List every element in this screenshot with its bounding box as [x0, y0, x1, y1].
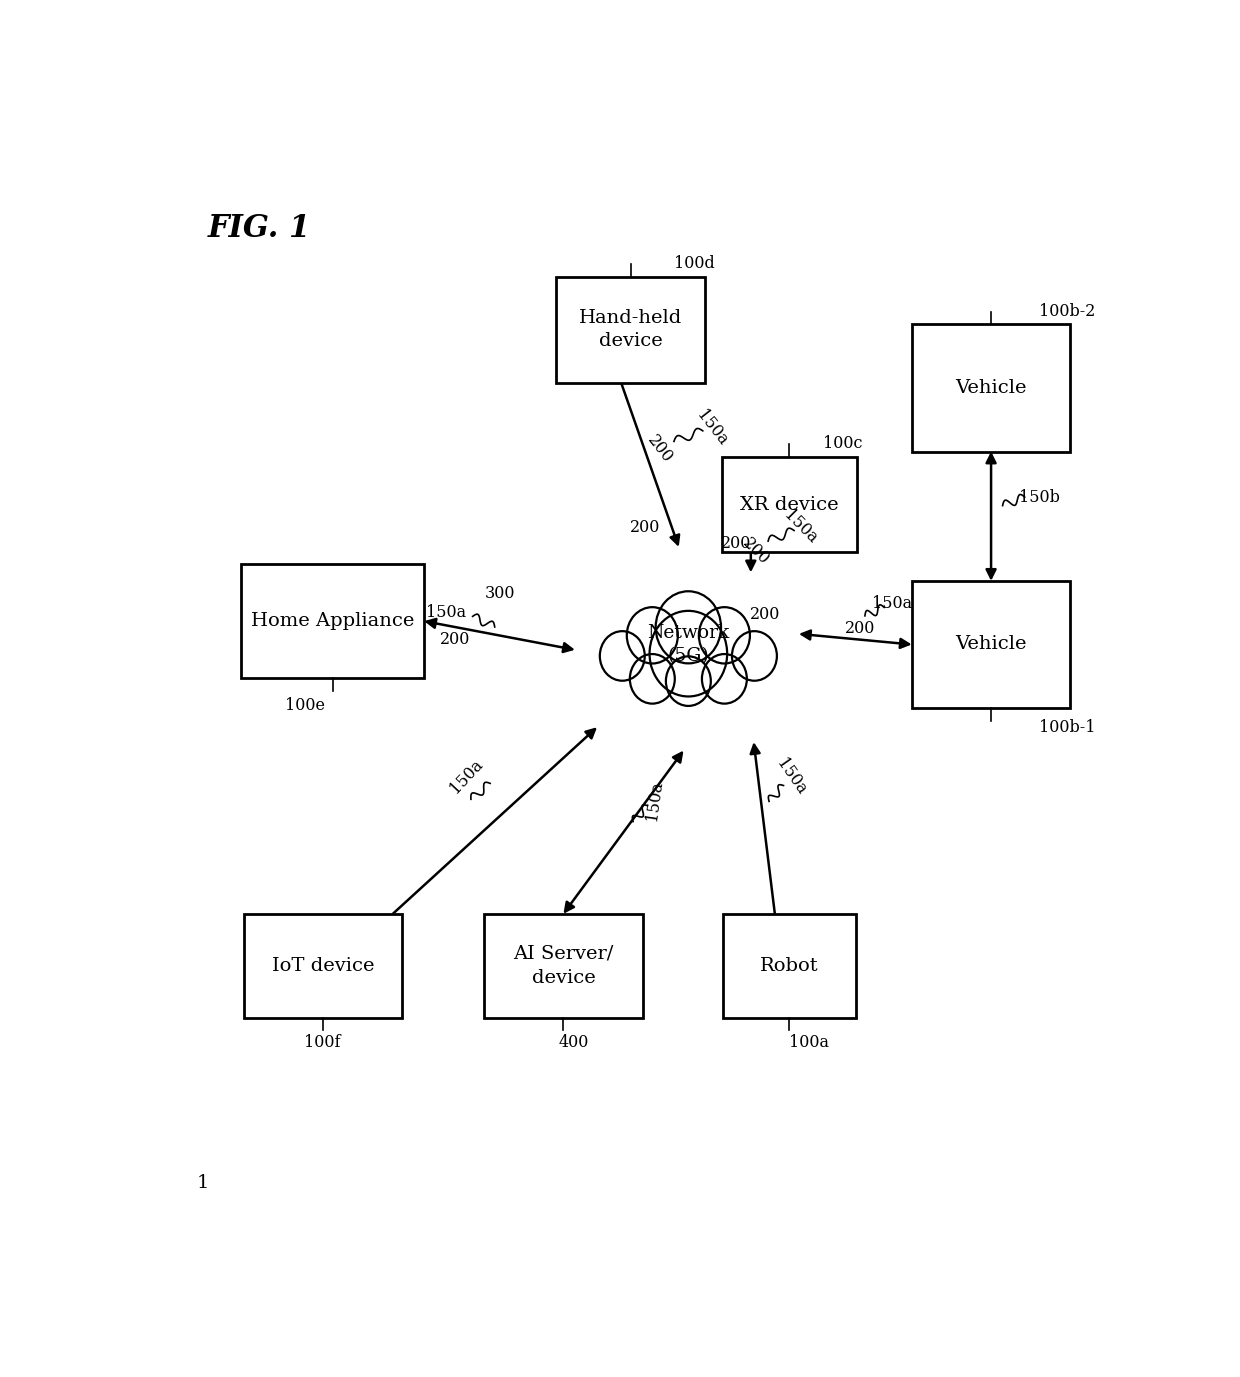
Circle shape: [666, 657, 711, 706]
FancyBboxPatch shape: [911, 325, 1070, 452]
Text: Robot: Robot: [760, 957, 818, 975]
Text: Home Appliance: Home Appliance: [250, 613, 414, 631]
Text: FIG. 1: FIG. 1: [208, 213, 311, 244]
Text: 100f: 100f: [304, 1034, 341, 1051]
Circle shape: [600, 631, 645, 680]
Text: 100c: 100c: [823, 435, 862, 452]
Text: 150a: 150a: [644, 779, 666, 822]
Text: 200: 200: [750, 606, 780, 624]
Text: 150a: 150a: [446, 756, 486, 796]
Text: 150a: 150a: [425, 603, 466, 621]
Text: 100b-2: 100b-2: [1039, 303, 1095, 319]
FancyBboxPatch shape: [722, 457, 857, 552]
Text: 1: 1: [197, 1175, 210, 1192]
Text: 400: 400: [558, 1034, 589, 1051]
Circle shape: [650, 611, 727, 697]
Circle shape: [630, 654, 675, 704]
FancyBboxPatch shape: [484, 914, 642, 1018]
Text: IoT device: IoT device: [272, 957, 374, 975]
Text: Vehicle: Vehicle: [955, 379, 1027, 397]
Text: 100a: 100a: [789, 1034, 830, 1051]
Text: XR device: XR device: [740, 496, 838, 514]
Circle shape: [656, 591, 720, 664]
Text: 200: 200: [844, 620, 875, 638]
Text: Hand-held
device: Hand-held device: [579, 308, 682, 350]
Text: 100b-1: 100b-1: [1039, 719, 1096, 735]
Circle shape: [699, 607, 750, 664]
Text: 150a: 150a: [872, 595, 911, 611]
Text: 200: 200: [739, 536, 773, 569]
Circle shape: [626, 607, 678, 664]
Text: 200: 200: [722, 536, 751, 552]
Text: 100e: 100e: [285, 698, 325, 715]
Text: 150a: 150a: [693, 406, 732, 449]
FancyBboxPatch shape: [723, 914, 856, 1018]
Text: 150a: 150a: [781, 507, 821, 548]
Text: 150a: 150a: [773, 756, 810, 799]
Text: 100d: 100d: [675, 255, 714, 273]
FancyBboxPatch shape: [242, 565, 424, 679]
Text: AI Server/
device: AI Server/ device: [513, 945, 614, 986]
Text: 300: 300: [485, 585, 515, 602]
Circle shape: [732, 631, 777, 680]
FancyBboxPatch shape: [244, 914, 403, 1018]
Text: 200: 200: [440, 631, 471, 649]
Circle shape: [702, 654, 746, 704]
Text: Vehicle: Vehicle: [955, 636, 1027, 654]
Text: 150b: 150b: [1019, 489, 1059, 505]
Text: 200: 200: [644, 431, 676, 465]
FancyBboxPatch shape: [557, 277, 706, 383]
Text: 200: 200: [630, 519, 660, 537]
FancyBboxPatch shape: [911, 581, 1070, 708]
Text: Network
(5G): Network (5G): [647, 624, 729, 665]
